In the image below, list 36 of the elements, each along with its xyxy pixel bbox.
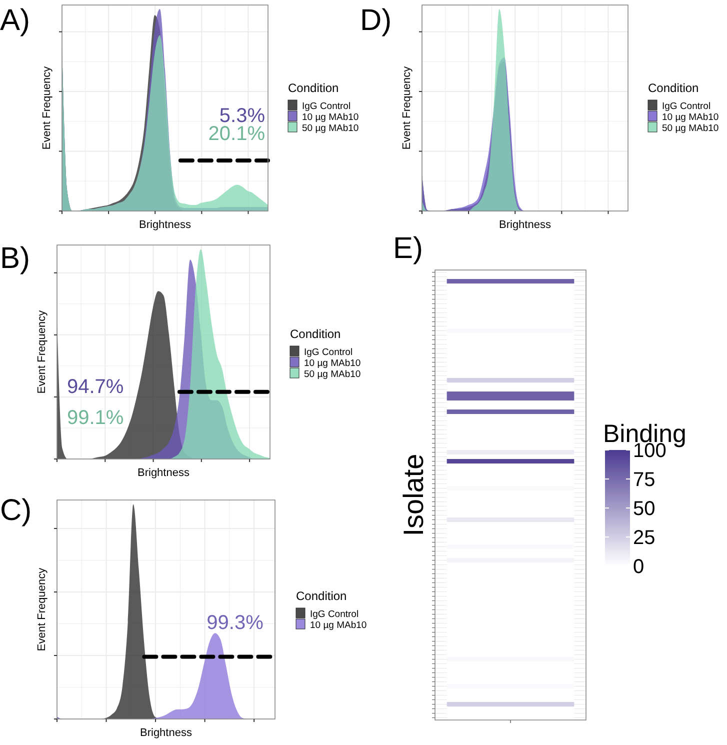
chart-title: D) <box>360 4 392 37</box>
legend-label: 10 µg MAb10 <box>310 620 367 631</box>
color-bar-label: 25 <box>633 527 656 549</box>
legend-title: Condition <box>288 81 339 95</box>
color-bar-label: 50 <box>633 498 656 520</box>
legend-title: Condition <box>648 81 699 95</box>
chart-title: B) <box>0 242 30 275</box>
y-axis-title: Event Frequency <box>401 66 413 150</box>
color-bar-label: 75 <box>633 469 656 491</box>
legend-label: 50 µg MAb10 <box>662 123 719 134</box>
chart-title: C) <box>0 494 32 527</box>
legend-label: 10 µg MAb10 <box>302 112 359 123</box>
chart-title: E) <box>393 232 423 265</box>
legend-label: 50 µg MAb10 <box>302 123 359 134</box>
legend-label: 10 µg MAb10 <box>662 112 719 123</box>
legend-label: IgG Control <box>304 347 353 358</box>
legend-label: IgG Control <box>662 101 711 112</box>
x-axis-title: Brightness <box>138 467 190 479</box>
y-axis-title: Event Frequency <box>36 567 48 652</box>
annotation: 99.3% <box>206 612 264 634</box>
annotation: 94.7% <box>67 376 124 398</box>
y-axis-title: Event Frequency <box>41 66 53 150</box>
legend-label: 10 µg MAb10 <box>304 358 361 369</box>
legend-label: IgG Control <box>310 609 359 620</box>
chart-title: A) <box>0 4 30 37</box>
y-axis-title: Isolate <box>398 454 429 536</box>
legend-title: Condition <box>296 589 347 603</box>
x-axis-title: Brightness <box>140 727 192 739</box>
color-bar-label: 0 <box>633 556 644 578</box>
y-axis-title: Event Frequency <box>36 310 48 394</box>
x-axis-title: Brightness <box>139 219 192 231</box>
annotation: 99.1% <box>67 407 124 429</box>
legend-title: Condition <box>290 327 341 341</box>
legend-label: IgG Control <box>302 101 351 112</box>
x-axis-title: Brightness <box>499 219 552 231</box>
legend-label: 50 µg MAb10 <box>304 369 361 380</box>
